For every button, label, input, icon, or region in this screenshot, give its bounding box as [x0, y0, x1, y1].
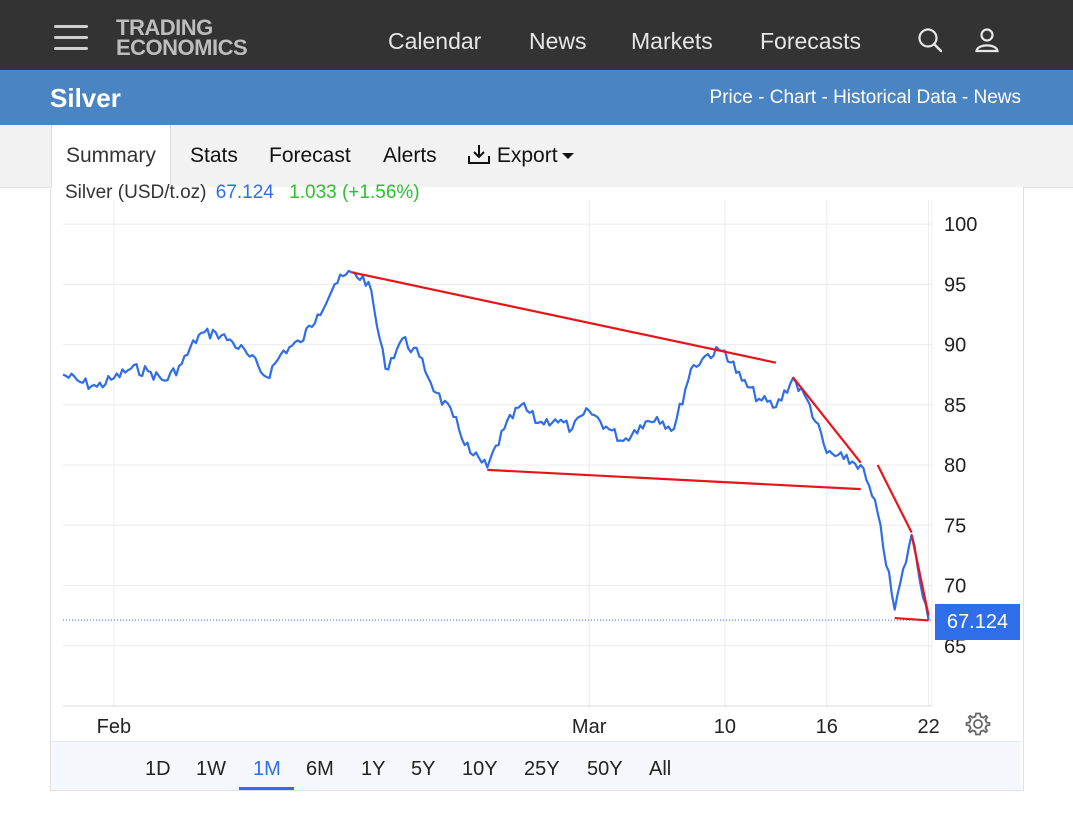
- trendline: [894, 616, 929, 622]
- user-icon[interactable]: [973, 26, 1001, 54]
- chart-legend: Silver (USD/t.oz) 67.124 1.033 (+1.56%): [65, 182, 420, 204]
- top-navbar: TRADING ECONOMICS Calendar News Markets …: [0, 0, 1073, 70]
- logo[interactable]: TRADING ECONOMICS: [116, 15, 248, 60]
- x-tick-label: Mar: [572, 716, 607, 738]
- export-button[interactable]: Export: [467, 125, 574, 187]
- nav-link-news[interactable]: News: [529, 28, 587, 54]
- trendline: [487, 468, 861, 491]
- nav-link-forecasts[interactable]: Forecasts: [760, 28, 861, 54]
- y-tick-label: 70: [944, 576, 966, 598]
- range-all[interactable]: All: [649, 758, 672, 780]
- range-6m[interactable]: 6M: [306, 758, 334, 780]
- trendline: [791, 376, 862, 464]
- download-icon: [468, 145, 490, 164]
- trendline: [910, 534, 930, 616]
- x-tick-label: 10: [714, 716, 736, 738]
- chevron-down-icon: [561, 153, 574, 160]
- y-tick-label: 65: [944, 636, 966, 658]
- x-tick-label: Feb: [97, 716, 131, 738]
- logo-line-2: ECONOMICS: [116, 35, 248, 60]
- current-price-tag: 67.124: [935, 604, 1020, 640]
- gear-icon[interactable]: [965, 711, 991, 737]
- legend-change: 1.033 (+1.56%): [289, 182, 420, 203]
- tab-forecast[interactable]: Forecast: [269, 144, 351, 167]
- legend-series-name: Silver (USD/t.oz): [65, 182, 207, 203]
- range-5y[interactable]: 5Y: [411, 758, 436, 780]
- y-tick-label: 80: [944, 455, 966, 477]
- y-tick-label: 90: [944, 335, 966, 357]
- range-10y[interactable]: 10Y: [462, 758, 498, 780]
- menu-icon[interactable]: [54, 25, 88, 51]
- y-tick-label: 100: [944, 214, 977, 236]
- search-icon[interactable]: [916, 26, 944, 54]
- nav-link-calendar[interactable]: Calendar: [388, 28, 482, 54]
- range-25y[interactable]: 25Y: [524, 758, 560, 780]
- tab-stats[interactable]: Stats: [190, 144, 238, 167]
- nav-link-markets[interactable]: Markets: [631, 28, 713, 54]
- range-1y[interactable]: 1Y: [361, 758, 386, 780]
- tab-alerts[interactable]: Alerts: [383, 144, 437, 167]
- legend-price: 67.124: [215, 182, 274, 203]
- range-1w[interactable]: 1W: [196, 758, 226, 780]
- export-label: Export: [496, 144, 558, 167]
- range-1d[interactable]: 1D: [145, 758, 171, 780]
- y-tick-label: 85: [944, 395, 966, 417]
- y-tick-label: 75: [944, 515, 966, 537]
- title-bar: Silver Price - Chart - Historical Data -…: [0, 70, 1073, 125]
- range-selector: 1D 1W 1M 6M 1Y 5Y 10Y 25Y 50Y All: [51, 741, 1021, 790]
- x-tick-label: 16: [816, 716, 838, 738]
- tab-row: Summary Stats Forecast Alerts Export: [0, 125, 1073, 188]
- trendline: [876, 464, 913, 534]
- tab-summary[interactable]: Summary: [51, 125, 171, 188]
- trendline: [351, 271, 777, 364]
- page-title: Silver: [50, 83, 121, 113]
- chart-panel: [50, 187, 1024, 791]
- logo-line-1: TRADING: [116, 15, 213, 40]
- range-active-underline: [239, 787, 294, 790]
- range-1m[interactable]: 1M: [253, 758, 281, 780]
- range-50y[interactable]: 50Y: [587, 758, 623, 780]
- silver-price-line: [62, 269, 930, 621]
- breadcrumb[interactable]: Price - Chart - Historical Data - News: [709, 87, 1021, 108]
- x-tick-label: 22: [917, 716, 939, 738]
- y-tick-label: 95: [944, 274, 966, 296]
